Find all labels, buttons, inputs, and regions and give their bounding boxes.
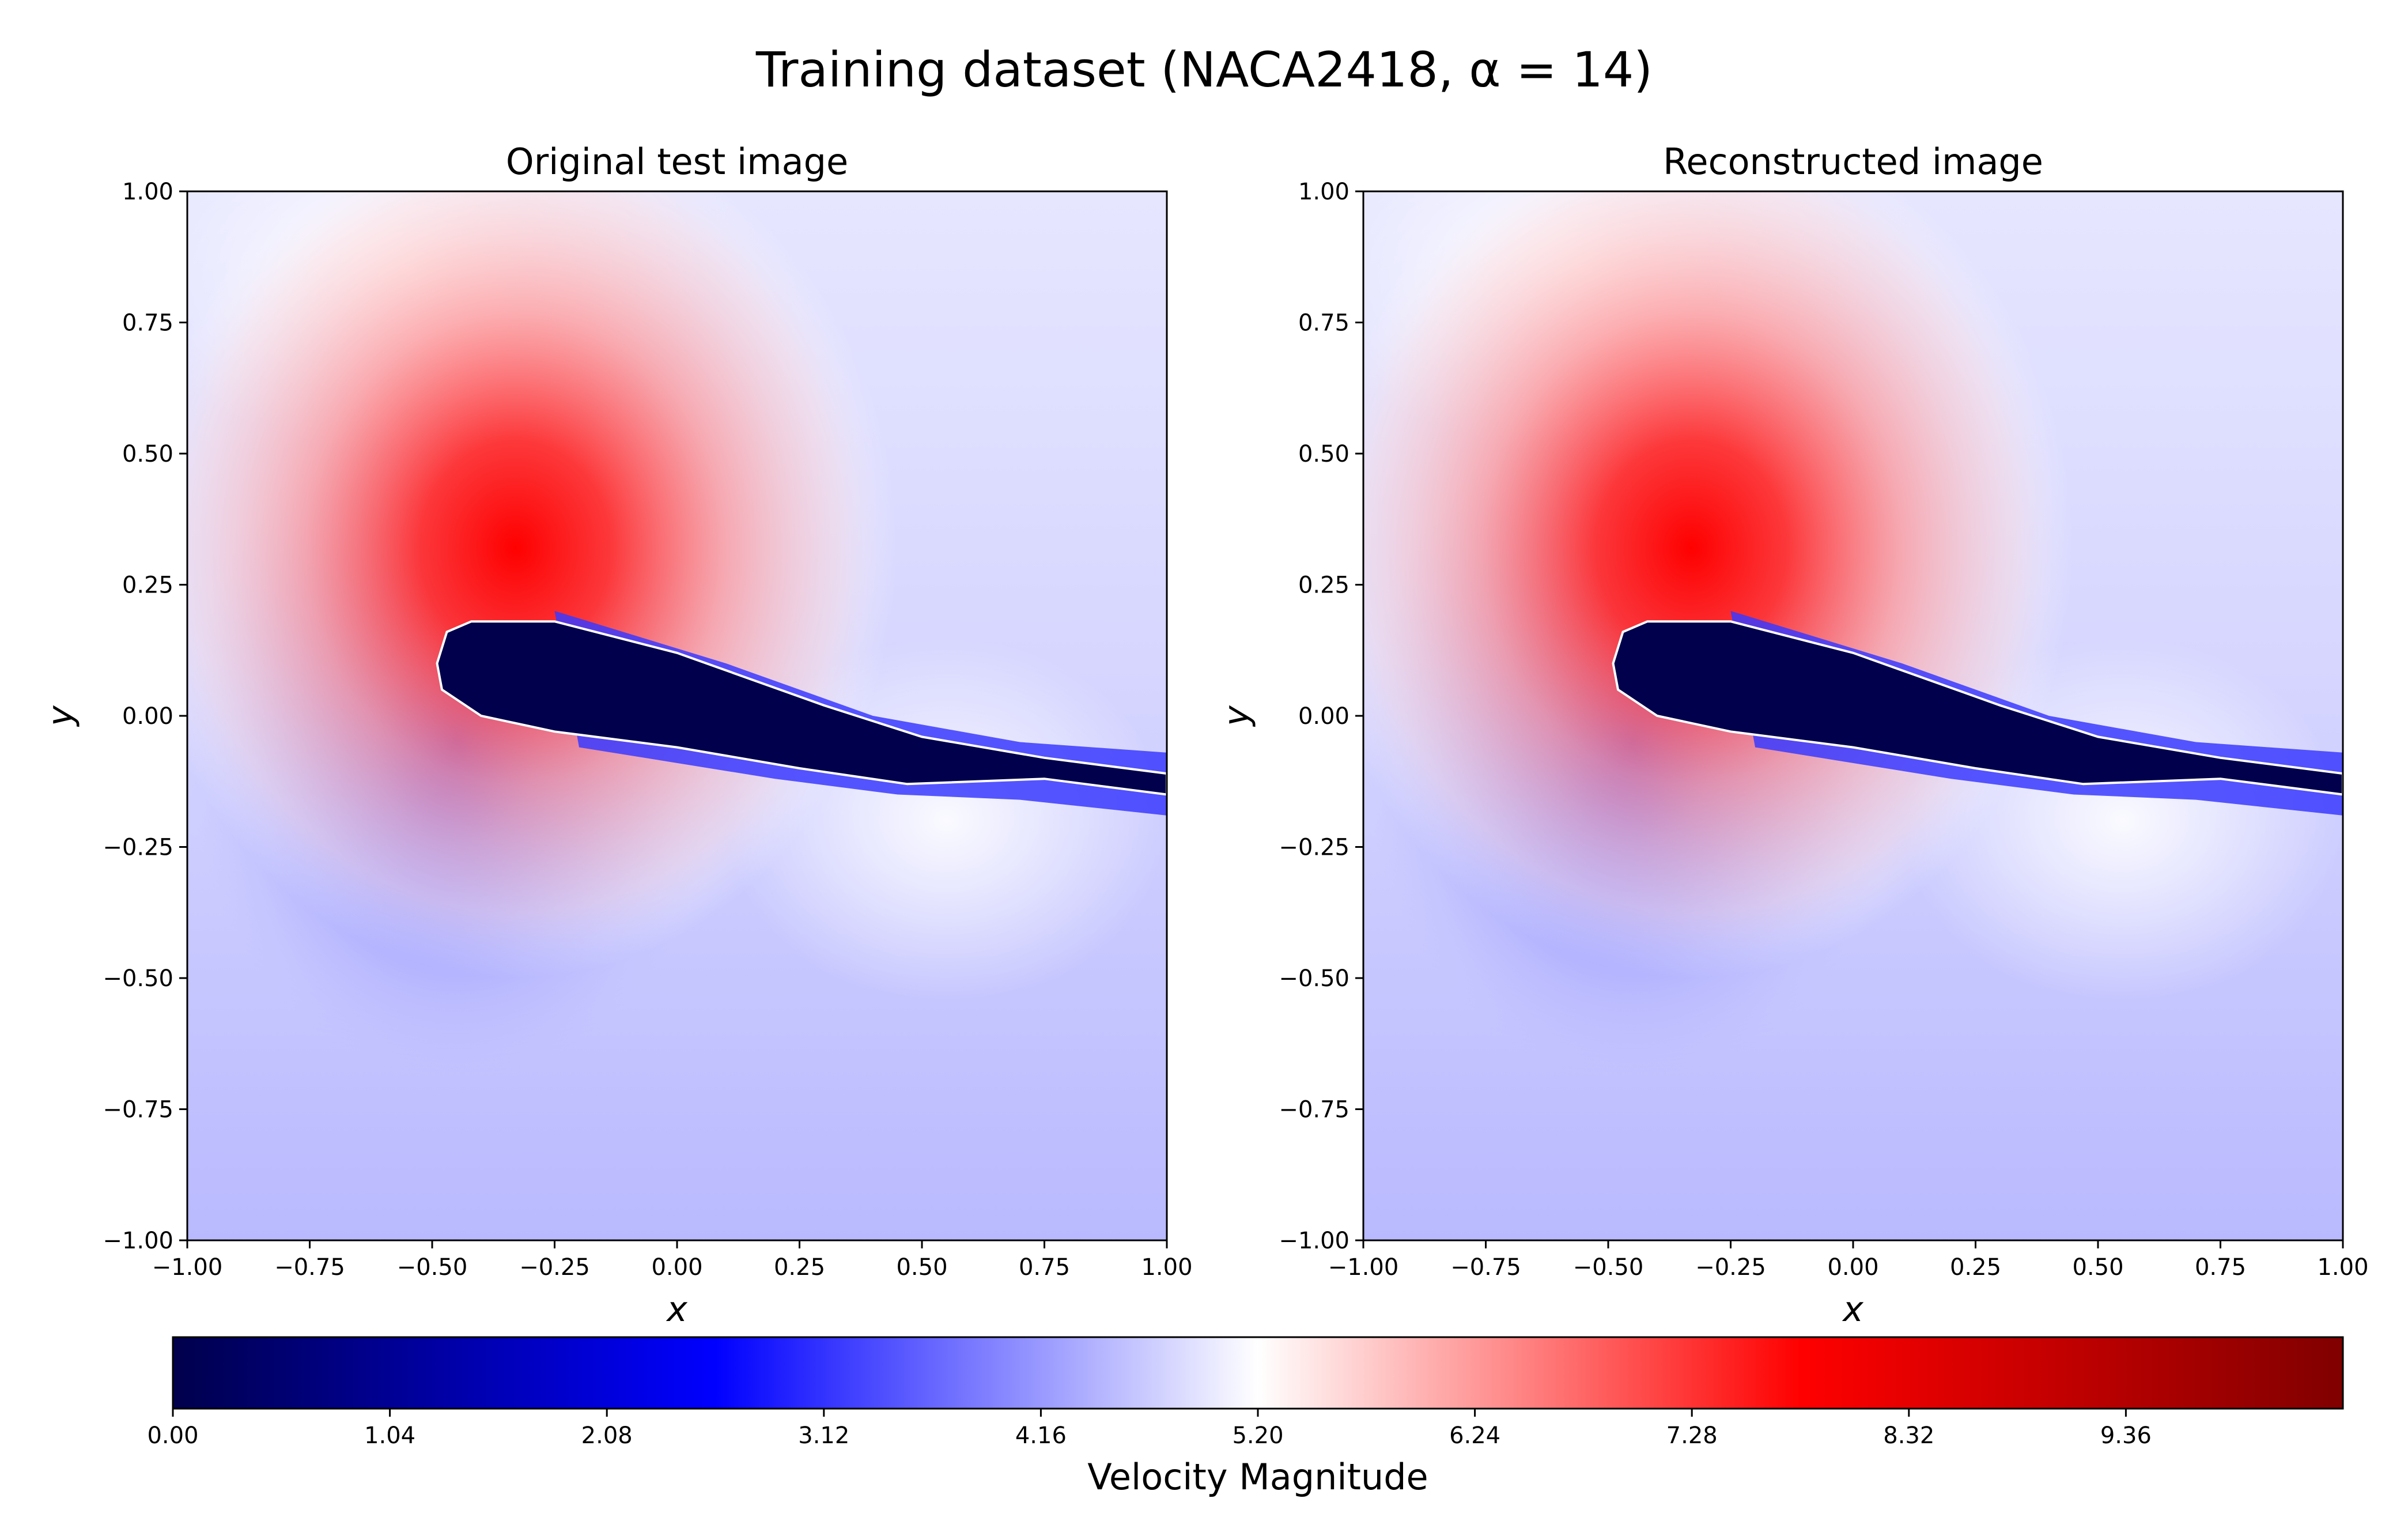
x-tick-label: 0.50 (2072, 1254, 2123, 1281)
y-tick-label: 0.25 (122, 572, 173, 599)
high-speed-region (1363, 191, 2074, 978)
x-tick-label: 0.00 (651, 1254, 702, 1281)
chart-panel-2: −1.00 −0.75 −0.50 −0.25 0.00 0.25 0.50 0.75 1.00… (1216, 141, 2369, 1330)
y-tick-label: 0.00 (122, 703, 173, 730)
x-tick-label: −0.75 (1450, 1254, 1521, 1281)
x-tick-label: −0.25 (519, 1254, 590, 1281)
y-tick-label: −1.00 (103, 1228, 173, 1254)
x-tick-label: 0.00 (1827, 1254, 1878, 1281)
y-tick-label: −0.50 (103, 965, 173, 992)
y-tick-label: −0.25 (103, 835, 173, 861)
y-tick-label: 0.50 (122, 441, 173, 467)
colorbar-tick-label: 9.36 (2100, 1422, 2152, 1449)
x-tick-label: 1.00 (2317, 1254, 2368, 1281)
colorbar-tick-label: 3.12 (798, 1422, 849, 1449)
airfoil (436, 620, 1167, 796)
velocity-field (187, 191, 1167, 1240)
high-speed-region (187, 191, 898, 978)
y-axis-label: y (1216, 705, 1257, 727)
x-tick-label: 0.50 (896, 1254, 947, 1281)
colorbar: 0.00 1.04 2.08 3.12 4.16 5.20 6.24 7.28 8.32 9.36… (147, 1336, 2344, 1498)
x-tick-label: −0.50 (397, 1254, 468, 1281)
figure-title: Training dataset (NACA2418, α = 14) (755, 41, 1653, 98)
x-axis-label: x (1842, 1289, 1863, 1330)
y-tick-label: −0.75 (1279, 1097, 1349, 1123)
x-tick-label: −0.50 (1573, 1254, 1644, 1281)
y-axis-label: y (40, 705, 81, 727)
panel-title: Reconstructed image (1663, 141, 2043, 183)
colorbar-tick-label: 6.24 (1449, 1422, 1500, 1449)
colorbar-tick-label: 4.16 (1015, 1422, 1067, 1449)
y-tick-label: −1.00 (1279, 1228, 1349, 1254)
colorbar-gradient (172, 1336, 2344, 1410)
x-tick-label: −1.00 (1328, 1254, 1399, 1281)
y-tick-label: 0.75 (122, 310, 173, 337)
x-tick-label: −0.25 (1695, 1254, 1766, 1281)
y-tick-label: −0.25 (1279, 835, 1349, 861)
x-tick-label: 1.00 (1141, 1254, 1192, 1281)
colorbar-tick-label: 2.08 (581, 1422, 633, 1449)
x-tick-label: −0.75 (274, 1254, 345, 1281)
colorbar-tick-label: 7.28 (1666, 1422, 1718, 1449)
colorbar-label: Velocity Magnitude (1087, 1456, 1428, 1498)
airfoil (1612, 620, 2343, 796)
x-tick-label: 0.75 (2195, 1254, 2246, 1281)
y-tick-label: −0.50 (1279, 965, 1349, 992)
colorbar-tick-label: 0.00 (147, 1422, 198, 1449)
y-tick-label: 0.00 (1298, 703, 1349, 730)
x-tick-label: −1.00 (152, 1254, 223, 1281)
colorbar-tick-label: 8.32 (1883, 1422, 1934, 1449)
panel-title: Original test image (506, 141, 848, 183)
x-axis-label: x (666, 1289, 687, 1330)
x-tick-label: 0.75 (1019, 1254, 1070, 1281)
y-tick-label: 0.75 (1298, 310, 1349, 337)
chart-panel-1: −1.00 −0.75 −0.50 −0.25 0.00 0.25 0.50 0.75 1.00… (40, 141, 1193, 1330)
y-tick-label: 0.50 (1298, 441, 1349, 467)
panels: −1.00 −0.75 −0.50 −0.25 0.00 0.25 0.50 0.75 1.00… (40, 141, 2369, 1330)
x-tick-label: 0.25 (774, 1254, 825, 1281)
y-tick-label: 1.00 (1298, 179, 1349, 205)
colorbar-tick-label: 1.04 (364, 1422, 415, 1449)
colorbar-tick-label: 5.20 (1232, 1422, 1283, 1449)
y-tick-label: −0.75 (103, 1097, 173, 1123)
velocity-field (1363, 191, 2343, 1240)
y-tick-label: 1.00 (122, 179, 173, 205)
x-tick-label: 0.25 (1950, 1254, 2001, 1281)
y-tick-label: 0.25 (1298, 572, 1349, 599)
